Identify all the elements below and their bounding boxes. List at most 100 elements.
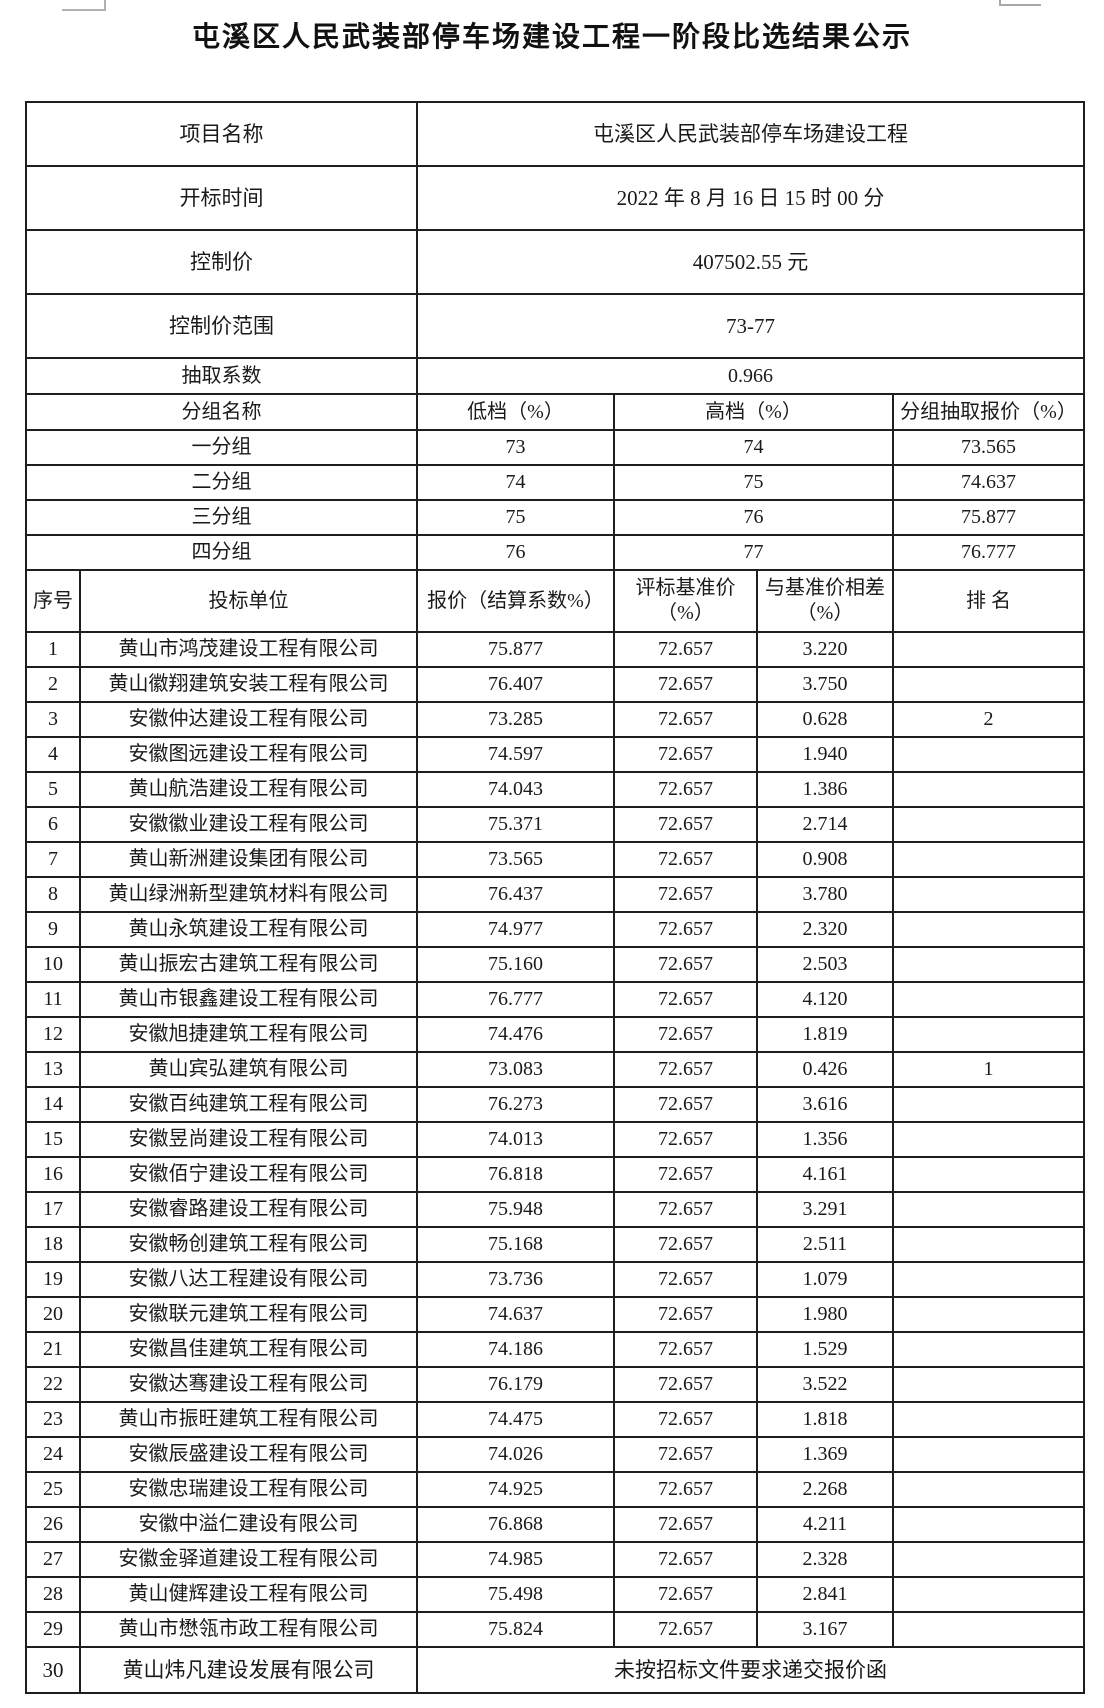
bid-rank [892, 1471, 1085, 1508]
bid-price: 76.868 [416, 1506, 615, 1543]
bid-base: 72.657 [613, 666, 758, 703]
bid-no: 29 [25, 1611, 81, 1648]
bid-base: 72.657 [613, 911, 758, 948]
bid-diff: 3.167 [756, 1611, 894, 1648]
bid-row: 19 安徽八达工程建设有限公司 73.736 72.657 1.079 [25, 1261, 1085, 1298]
bid-row: 16 安徽佰宁建设工程有限公司 76.818 72.657 4.161 [25, 1156, 1085, 1193]
bid-price: 73.565 [416, 841, 615, 878]
bid-rank [892, 841, 1085, 878]
page-title: 屯溪区人民武装部停车场建设工程一阶段比选结果公示 [191, 22, 912, 53]
info-value: 2022 年 8 月 16 日 15 时 00 分 [416, 165, 1085, 231]
bid-header-diff: 与基准价相差（%） [756, 569, 894, 633]
bid-diff: 2.268 [756, 1471, 894, 1508]
bid-diff: 0.426 [756, 1051, 894, 1088]
no-bid-section: 30 黄山炜凡建设发展有限公司 未按招标文件要求递交报价函 [25, 1646, 1085, 1694]
bid-row: 29 黄山市懋瓴市政工程有限公司 75.824 72.657 3.167 [25, 1611, 1085, 1648]
bid-base: 72.657 [613, 701, 758, 738]
bid-price: 73.285 [416, 701, 615, 738]
bid-row: 21 安徽昌佳建筑工程有限公司 74.186 72.657 1.529 [25, 1331, 1085, 1368]
bid-base: 72.657 [613, 1366, 758, 1403]
info-label: 控制价 [25, 229, 418, 295]
bid-price: 76.407 [416, 666, 615, 703]
bid-company: 黄山健辉建设工程有限公司 [79, 1576, 418, 1613]
bid-diff: 1.356 [756, 1121, 894, 1158]
bid-base: 72.657 [613, 946, 758, 983]
bid-diff: 2.320 [756, 911, 894, 948]
bid-company: 黄山炜凡建设发展有限公司 [79, 1646, 418, 1694]
bid-company: 安徽八达工程建设有限公司 [79, 1261, 418, 1298]
bid-no: 20 [25, 1296, 81, 1333]
bid-row: 14 安徽百纯建筑工程有限公司 76.273 72.657 3.616 [25, 1086, 1085, 1123]
bid-diff: 3.220 [756, 631, 894, 668]
bid-company: 安徽中溢仁建设有限公司 [79, 1506, 418, 1543]
bid-company: 黄山市懋瓴市政工程有限公司 [79, 1611, 418, 1648]
bid-base: 72.657 [613, 1471, 758, 1508]
group-name: 二分组 [25, 464, 418, 501]
bid-rank [892, 946, 1085, 983]
bid-company: 安徽图远建设工程有限公司 [79, 736, 418, 773]
bid-company: 黄山振宏古建筑工程有限公司 [79, 946, 418, 983]
bid-rank [892, 631, 1085, 668]
group-header-low: 低档（%） [416, 393, 615, 431]
bid-row: 23 黄山市振旺建筑工程有限公司 74.475 72.657 1.818 [25, 1401, 1085, 1438]
bid-rank [892, 666, 1085, 703]
bid-company: 安徽百纯建筑工程有限公司 [79, 1086, 418, 1123]
group-high: 74 [613, 429, 894, 466]
bid-no: 22 [25, 1366, 81, 1403]
bid-price: 74.013 [416, 1121, 615, 1158]
group-high: 77 [613, 534, 894, 571]
bid-company: 安徽旭捷建筑工程有限公司 [79, 1016, 418, 1053]
group-row-2: 二分组 74 75 74.637 [25, 464, 1085, 501]
bid-base: 72.657 [613, 1121, 758, 1158]
bid-rank [892, 1226, 1085, 1263]
bid-rank [892, 1576, 1085, 1613]
group-header-drawn-price: 分组抽取报价（%） [892, 393, 1085, 431]
bid-diff: 3.750 [756, 666, 894, 703]
bid-base: 72.657 [613, 1611, 758, 1648]
bid-result-table: 项目名称 屯溪区人民武装部停车场建设工程 开标时间 2022 年 8 月 16 … [25, 101, 1085, 1694]
info-row-coefficient: 抽取系数 0.966 [25, 357, 1085, 395]
bid-company: 黄山市银鑫建设工程有限公司 [79, 981, 418, 1018]
bid-no: 10 [25, 946, 81, 983]
bid-price: 76.777 [416, 981, 615, 1018]
bid-base: 72.657 [613, 1086, 758, 1123]
group-row-3: 三分组 75 76 75.877 [25, 499, 1085, 536]
bid-no: 2 [25, 666, 81, 703]
bid-diff: 1.940 [756, 736, 894, 773]
bid-rank [892, 806, 1085, 843]
bid-row: 28 黄山健辉建设工程有限公司 75.498 72.657 2.841 [25, 1576, 1085, 1613]
info-label: 项目名称 [25, 101, 418, 167]
bid-base: 72.657 [613, 876, 758, 913]
info-row-open-time: 开标时间 2022 年 8 月 16 日 15 时 00 分 [25, 165, 1085, 231]
bid-company: 安徽畅创建筑工程有限公司 [79, 1226, 418, 1263]
bid-rank [892, 771, 1085, 808]
bid-base: 72.657 [613, 1191, 758, 1228]
info-label: 开标时间 [25, 165, 418, 231]
bid-rank [892, 1191, 1085, 1228]
info-label: 控制价范围 [25, 293, 418, 359]
bid-no: 27 [25, 1541, 81, 1578]
bid-diff: 3.522 [756, 1366, 894, 1403]
bid-row-no-bid: 30 黄山炜凡建设发展有限公司 未按招标文件要求递交报价函 [25, 1646, 1085, 1694]
bid-price: 74.637 [416, 1296, 615, 1333]
group-section: 分组名称 低档（%） 高档（%） 分组抽取报价（%） 一分组 73 74 73.… [25, 393, 1085, 571]
group-low: 74 [416, 464, 615, 501]
bid-price: 74.476 [416, 1016, 615, 1053]
bid-company: 黄山永筑建设工程有限公司 [79, 911, 418, 948]
bid-price: 76.179 [416, 1366, 615, 1403]
bid-row: 3 安徽仲达建设工程有限公司 73.285 72.657 0.628 2 [25, 701, 1085, 738]
scan-artifact-top-right [999, 0, 1041, 6]
bid-no: 18 [25, 1226, 81, 1263]
bid-header-base: 评标基准价（%） [613, 569, 758, 633]
bid-no: 11 [25, 981, 81, 1018]
bid-price: 76.437 [416, 876, 615, 913]
bid-company: 安徽辰盛建设工程有限公司 [79, 1436, 418, 1473]
group-name: 四分组 [25, 534, 418, 571]
bid-header-price: 报价（结算系数%） [416, 569, 615, 633]
bid-company: 黄山新洲建设集团有限公司 [79, 841, 418, 878]
bid-no: 17 [25, 1191, 81, 1228]
bid-row: 7 黄山新洲建设集团有限公司 73.565 72.657 0.908 [25, 841, 1085, 878]
bid-no: 12 [25, 1016, 81, 1053]
group-low: 76 [416, 534, 615, 571]
bid-no: 3 [25, 701, 81, 738]
